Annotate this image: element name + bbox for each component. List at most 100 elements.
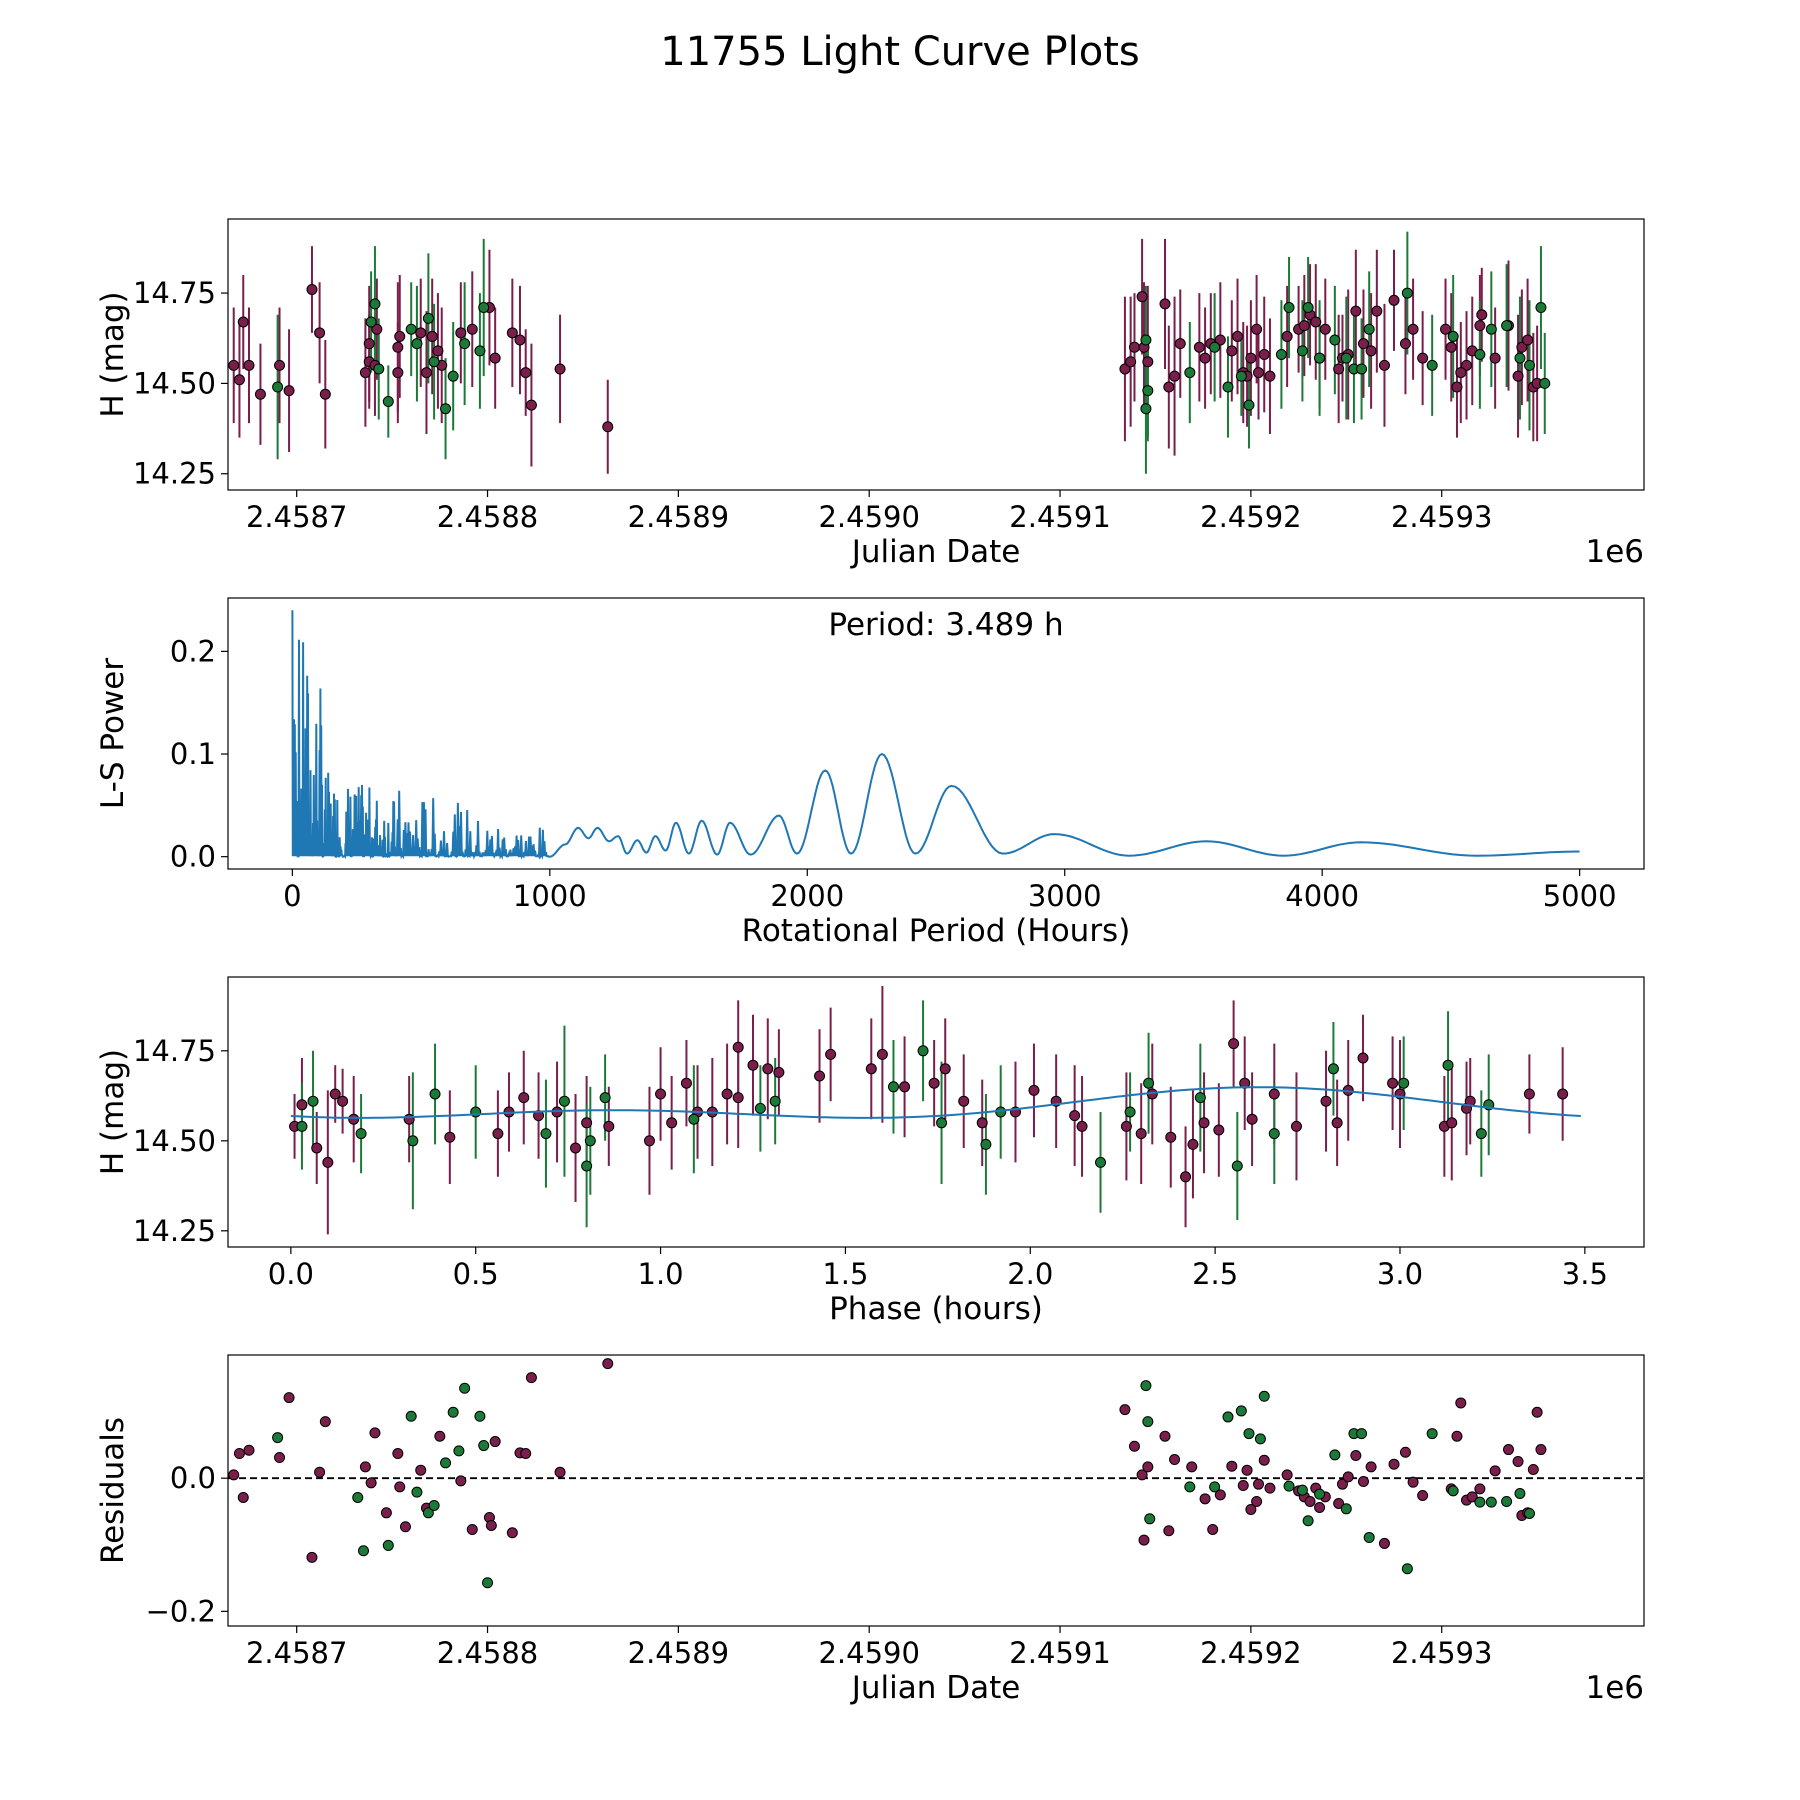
maroon-data-point: [1407, 1476, 1419, 1488]
green-data-point: [1140, 334, 1152, 346]
green-data-point: [459, 1382, 471, 1394]
maroon-data-point: [394, 330, 406, 342]
maroon-data-point: [1466, 1491, 1478, 1503]
maroon-data-point: [1193, 341, 1205, 353]
maroon-data-point: [392, 341, 404, 353]
maroon-data-point: [359, 1461, 371, 1473]
maroon-data-point: [1076, 1120, 1088, 1132]
maroon-data-point: [1251, 1495, 1263, 1507]
green-data-point: [1302, 302, 1314, 314]
maroon-data-point: [1417, 352, 1429, 364]
y-tick-label: 0.0: [170, 1461, 216, 1495]
x-tick-label: 0: [283, 879, 301, 913]
green-data-point: [1283, 1480, 1295, 1492]
x-tick-label: 2.4592: [1200, 500, 1301, 534]
maroon-data-point: [655, 1088, 667, 1100]
green-data-point: [1327, 1063, 1339, 1075]
maroon-data-point: [1163, 381, 1175, 393]
green-data-point: [407, 1135, 419, 1147]
green-data-point: [373, 363, 385, 375]
x-axis-label: Phase (hours): [829, 1291, 1043, 1327]
maroon-data-point: [283, 385, 295, 397]
green-data-point: [1442, 1059, 1454, 1071]
light-curve-panel: 2.4587 2.4588 2.4589 2.4590 2.4591 2.4592 2.45…: [95, 218, 1645, 570]
x-tick-label: 2.4589: [628, 1636, 729, 1670]
maroon-data-point: [533, 1110, 545, 1122]
green-data-point: [1475, 1128, 1487, 1140]
maroon-data-point: [825, 1048, 837, 1060]
y-axis-label: Residuals: [95, 1417, 131, 1564]
maroon-data-point: [1135, 1128, 1147, 1140]
x-tick-label: 1000: [513, 879, 587, 913]
maroon-data-point: [1142, 1461, 1154, 1473]
y-axis-label: L-S Power: [95, 658, 131, 809]
green-data-point: [1363, 1531, 1375, 1543]
maroon-data-point: [1310, 316, 1322, 328]
x-tick-label: 1.5: [822, 1257, 868, 1291]
maroon-data-point: [489, 1436, 501, 1448]
maroon-data-point: [514, 334, 526, 346]
y-tick-label: −0.2: [146, 1594, 216, 1628]
maroon-data-point: [1174, 338, 1186, 350]
maroon-data-point: [233, 1448, 245, 1460]
maroon-data-point: [228, 1469, 240, 1481]
green-data-point: [405, 1410, 417, 1422]
green-data-point: [1314, 352, 1326, 364]
maroon-data-point: [1028, 1084, 1040, 1096]
y-axis-label: H (mag): [95, 1049, 131, 1175]
maroon-data-point: [1388, 1458, 1400, 1470]
green-data-point: [1184, 1481, 1196, 1493]
maroon-data-point: [394, 1481, 406, 1493]
maroon-data-point: [1199, 352, 1211, 364]
x-tick-label: 2.4593: [1391, 500, 1492, 534]
maroon-data-point: [1407, 323, 1419, 335]
maroon-data-point: [1136, 291, 1148, 303]
green-data-point: [887, 1081, 899, 1093]
maroon-data-point: [1069, 1110, 1081, 1122]
x-tick-label: 4000: [1285, 879, 1359, 913]
maroon-data-point: [976, 1117, 988, 1129]
x-tick-label: 2000: [770, 879, 844, 913]
green-data-point: [1275, 349, 1287, 360]
x-axis-label: Rotational Period (Hours): [742, 913, 1131, 949]
x-tick-label: 2.4587: [246, 1636, 347, 1670]
maroon-data-point: [876, 1048, 888, 1060]
green-data-point: [1401, 1563, 1413, 1575]
maroon-data-point: [1331, 1117, 1343, 1129]
maroon-data-point: [680, 1077, 692, 1089]
green-data-point: [369, 298, 381, 310]
green-data-point: [422, 312, 434, 324]
green-data-point: [754, 1102, 766, 1114]
maroon-data-point: [1226, 345, 1238, 357]
maroon-data-point: [1512, 370, 1524, 382]
green-data-point: [1222, 381, 1234, 393]
green-data-point: [482, 1577, 494, 1589]
maroon-data-point: [1512, 1456, 1524, 1468]
green-data-point: [1209, 341, 1221, 353]
maroon-data-point: [506, 327, 518, 339]
maroon-data-point: [518, 1092, 530, 1104]
maroon-data-point: [1228, 1038, 1240, 1050]
maroon-data-point: [1378, 359, 1390, 371]
maroon-data-point: [1531, 1406, 1543, 1418]
maroon-data-point: [1258, 1454, 1270, 1466]
maroon-data-point: [1290, 1120, 1302, 1132]
green-data-point: [1501, 320, 1513, 332]
maroon-data-point: [1119, 1404, 1131, 1416]
green-data-point: [1501, 1495, 1513, 1507]
maroon-data-point: [1527, 1464, 1539, 1476]
data-layer: [228, 231, 1551, 474]
maroon-data-point: [1474, 320, 1486, 332]
maroon-data-point: [403, 1113, 415, 1125]
maroon-data-point: [1187, 1138, 1199, 1150]
maroon-data-point: [1451, 381, 1463, 393]
green-data-point: [447, 370, 459, 382]
green-data-point: [352, 1491, 364, 1503]
maroon-data-point: [1169, 370, 1181, 382]
maroon-data-point: [1186, 1461, 1198, 1473]
maroon-data-point: [1451, 1430, 1463, 1442]
maroon-data-point: [455, 327, 467, 339]
green-data-point: [1142, 385, 1154, 397]
maroon-data-point: [1136, 1469, 1148, 1481]
